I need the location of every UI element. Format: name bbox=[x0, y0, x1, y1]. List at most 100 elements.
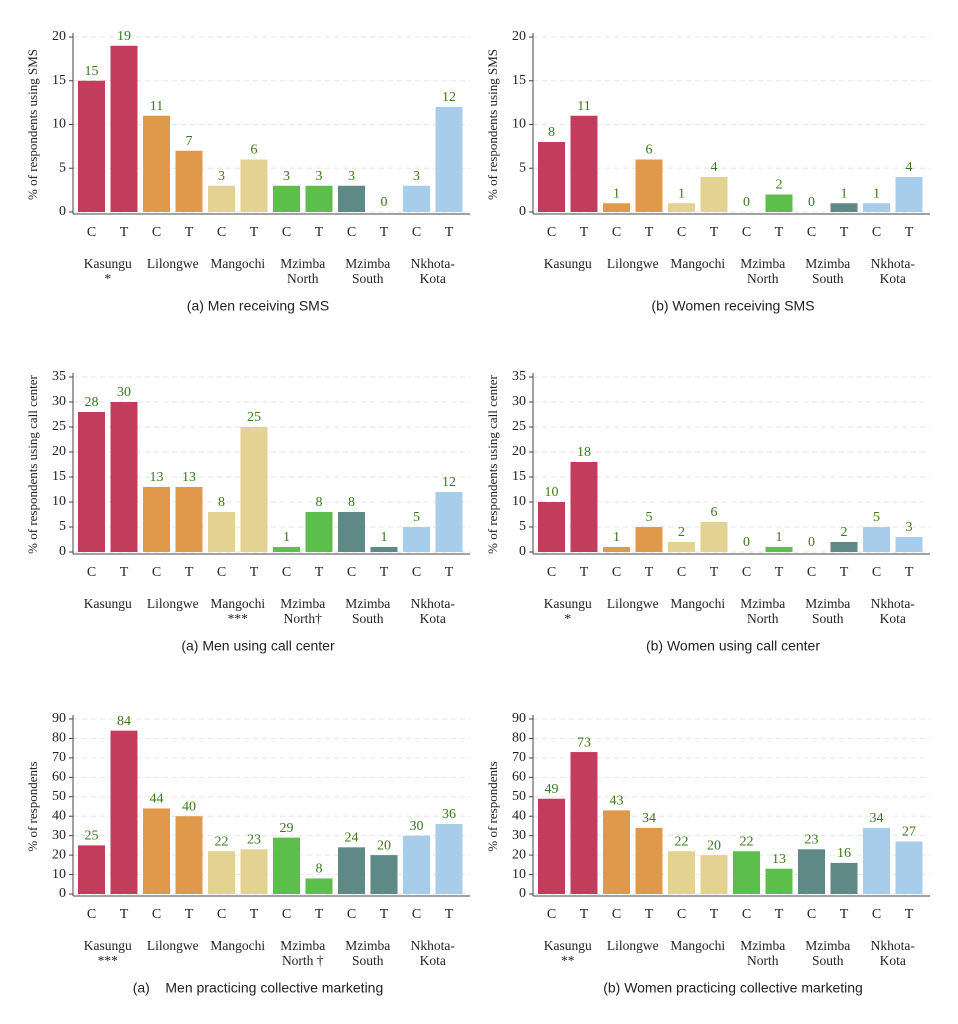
group-label: Kasungu bbox=[84, 596, 132, 611]
bar bbox=[305, 512, 333, 552]
y-tick-label: 70 bbox=[52, 750, 66, 765]
x-tick-label: C bbox=[282, 907, 291, 922]
value-label: 20 bbox=[377, 838, 391, 853]
value-label: 22 bbox=[215, 834, 229, 849]
value-label: 28 bbox=[85, 395, 99, 410]
group-label: Mangochi bbox=[670, 938, 725, 953]
group-label: Lilongwe bbox=[147, 596, 199, 611]
group-label: Mangochi bbox=[670, 256, 725, 271]
y-tick-label: 60 bbox=[52, 770, 66, 785]
value-label: 1 bbox=[381, 530, 388, 545]
x-tick-label: C bbox=[412, 565, 421, 580]
bar bbox=[338, 185, 365, 212]
bar bbox=[570, 752, 598, 894]
bar bbox=[603, 203, 630, 212]
value-label: 29 bbox=[280, 821, 294, 836]
value-label: 36 bbox=[442, 807, 456, 822]
value-label: 8 bbox=[316, 495, 323, 510]
y-tick-label: 0 bbox=[519, 886, 526, 901]
bar bbox=[78, 412, 105, 552]
value-label: 6 bbox=[646, 143, 653, 158]
group-label: Nkhota- bbox=[411, 938, 456, 953]
x-tick-label: T bbox=[445, 907, 454, 922]
bar bbox=[175, 816, 203, 894]
x-tick-label: C bbox=[872, 225, 881, 240]
group-label: Lilongwe bbox=[607, 938, 659, 953]
bar bbox=[403, 185, 430, 212]
value-label: 10 bbox=[545, 485, 559, 500]
bar bbox=[895, 177, 923, 212]
value-label: 8 bbox=[316, 862, 323, 877]
group-label: Mzimba bbox=[740, 256, 785, 271]
value-label: 1 bbox=[678, 186, 685, 201]
value-label: 30 bbox=[410, 819, 424, 834]
bar bbox=[603, 810, 630, 894]
value-label: 44 bbox=[150, 792, 164, 807]
bar bbox=[668, 851, 695, 894]
group-label: Mzimba bbox=[740, 938, 785, 953]
y-tick-label: 0 bbox=[59, 544, 66, 559]
x-tick-label: C bbox=[547, 225, 556, 240]
group-label: Mzimba bbox=[280, 256, 325, 271]
group-label: South bbox=[352, 953, 384, 968]
bar bbox=[240, 159, 268, 212]
bar bbox=[273, 185, 300, 212]
bar bbox=[175, 150, 203, 212]
value-label: 0 bbox=[743, 535, 750, 550]
y-tick-label: 50 bbox=[52, 789, 66, 804]
y-tick-label: 20 bbox=[52, 29, 66, 44]
group-label: Mzimba bbox=[280, 596, 325, 611]
x-tick-label: T bbox=[250, 225, 259, 240]
value-label: 15 bbox=[85, 64, 99, 79]
bar bbox=[668, 203, 695, 212]
x-tick-label: C bbox=[347, 225, 356, 240]
value-label: 3 bbox=[218, 169, 225, 184]
value-label: 8 bbox=[348, 495, 355, 510]
y-tick-label: 10 bbox=[512, 494, 526, 509]
bar bbox=[798, 849, 825, 894]
x-tick-label: T bbox=[645, 907, 654, 922]
x-tick-label: T bbox=[315, 907, 324, 922]
y-axis-label: % of respondents bbox=[485, 761, 500, 851]
group-label: South bbox=[352, 611, 384, 626]
value-label: 6 bbox=[711, 505, 718, 520]
caption: (b) Women practicing collective marketin… bbox=[603, 980, 863, 996]
x-tick-label: C bbox=[547, 565, 556, 580]
group-label: North† bbox=[284, 611, 322, 626]
y-tick-label: 20 bbox=[512, 847, 526, 862]
value-label: 16 bbox=[837, 846, 851, 861]
value-label: 84 bbox=[117, 714, 131, 729]
value-label: 11 bbox=[150, 99, 163, 114]
x-tick-label: T bbox=[315, 565, 324, 580]
group-label: Mangochi bbox=[210, 938, 265, 953]
x-tick-label: T bbox=[250, 565, 259, 580]
y-tick-label: 5 bbox=[519, 519, 526, 534]
group-label: Kasungu bbox=[544, 938, 592, 953]
bar bbox=[435, 492, 463, 552]
bar bbox=[765, 547, 793, 552]
group-label: Nkhota- bbox=[411, 256, 456, 271]
x-tick-label: T bbox=[840, 565, 849, 580]
value-label: 1 bbox=[283, 530, 290, 545]
x-tick-label: T bbox=[710, 225, 719, 240]
bar bbox=[403, 835, 430, 894]
y-tick-label: 35 bbox=[512, 369, 526, 384]
x-tick-label: C bbox=[547, 907, 556, 922]
group-label: Nkhota- bbox=[871, 256, 916, 271]
bar bbox=[765, 194, 793, 212]
group-label: Mzimba bbox=[805, 256, 850, 271]
group-label: Mzimba bbox=[805, 596, 850, 611]
x-tick-label: T bbox=[840, 907, 849, 922]
bar bbox=[830, 203, 858, 212]
x-tick-label: C bbox=[612, 907, 621, 922]
y-axis-label: % of respondents bbox=[25, 761, 40, 851]
value-label: 5 bbox=[873, 510, 880, 525]
group-label: Kasungu bbox=[84, 256, 132, 271]
x-tick-label: C bbox=[807, 565, 816, 580]
bar bbox=[700, 855, 728, 894]
group-label: South bbox=[812, 953, 844, 968]
x-tick-label: C bbox=[87, 565, 96, 580]
x-tick-label: C bbox=[677, 225, 686, 240]
y-tick-label: 80 bbox=[52, 731, 66, 746]
x-tick-label: T bbox=[580, 565, 589, 580]
